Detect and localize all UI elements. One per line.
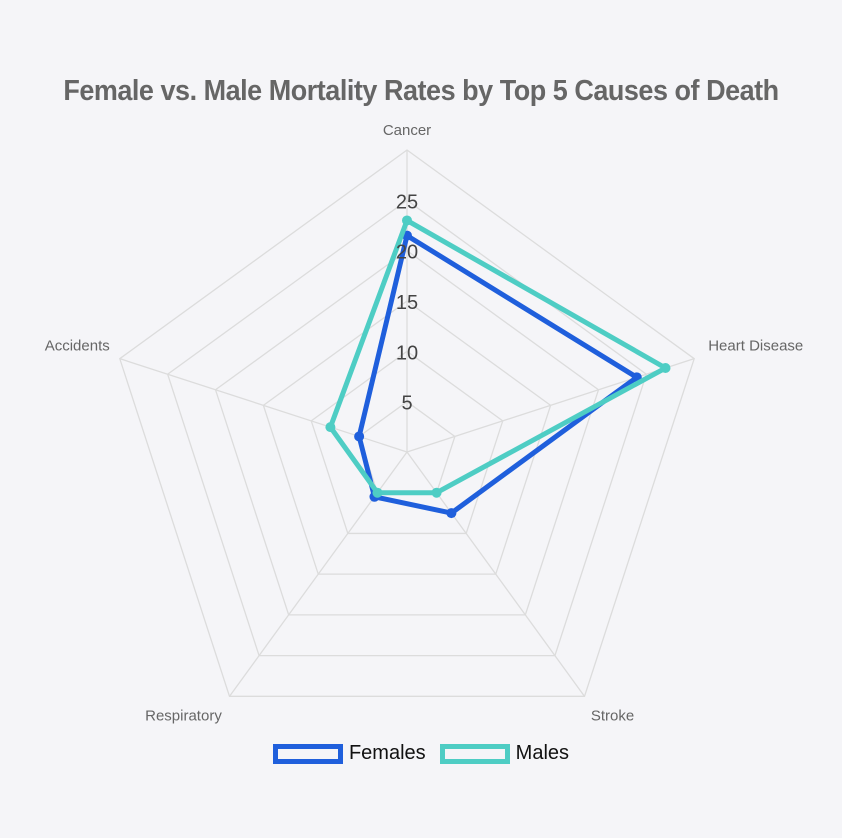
data-point — [660, 363, 671, 374]
legend-item-males[interactable]: Males — [439, 742, 570, 765]
grid-ring — [166, 199, 648, 657]
series-line-males — [327, 217, 668, 496]
legend-swatch-females — [272, 743, 343, 764]
chart-title: Female vs. Male Mortality Rates by Top 5… — [63, 75, 779, 107]
category-label: Cancer — [383, 122, 431, 139]
data-point — [372, 487, 383, 498]
data-point — [325, 422, 336, 433]
legend-swatch-males — [439, 743, 510, 764]
legend-label-males: Males — [515, 742, 570, 764]
radar-series — [325, 215, 671, 519]
legend: Females Males — [0, 742, 842, 765]
category-label: Heart Disease — [708, 338, 803, 355]
data-point — [446, 508, 457, 519]
grid-spoke — [119, 358, 408, 453]
tick-label: 25 — [396, 191, 418, 213]
radar-labels: 5 10 15 20 25 Cancer Heart Disease Stroke Respir… — [45, 122, 804, 724]
legend-label-females: Females — [348, 742, 426, 764]
grid-ring — [119, 149, 695, 697]
grid-ring — [214, 249, 600, 616]
tick-label: 20 — [396, 242, 418, 264]
category-label: Respiratory — [145, 707, 222, 724]
tick-label: 15 — [396, 292, 418, 314]
data-point — [354, 431, 365, 442]
legend-item-females[interactable]: Females — [272, 742, 426, 765]
series-line-females — [356, 233, 640, 516]
category-label: Stroke — [591, 707, 634, 724]
category-label: Accidents — [45, 338, 110, 355]
data-point — [431, 487, 442, 498]
tick-label: 10 — [396, 342, 418, 364]
data-point — [402, 215, 412, 226]
grid-ring — [310, 350, 504, 535]
grid-spoke — [406, 358, 695, 453]
tick-label: 5 — [401, 393, 412, 415]
grid-ring — [262, 300, 552, 575]
